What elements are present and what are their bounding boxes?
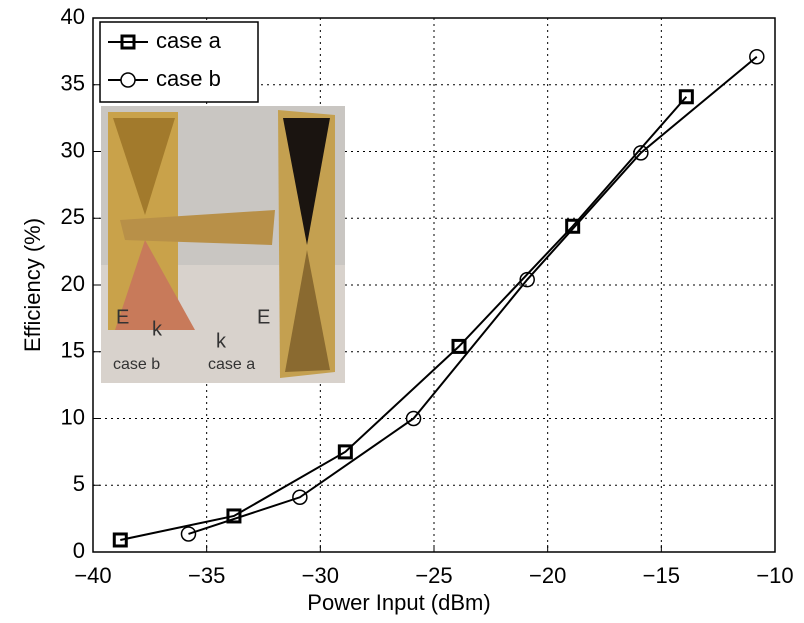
y-tick-label: 40 — [61, 4, 85, 29]
marker — [405, 410, 422, 427]
series-line — [188, 55, 758, 535]
marker — [749, 48, 765, 65]
marker — [226, 508, 242, 524]
y-tick-label: 25 — [61, 204, 85, 229]
y-tick-label: 10 — [61, 404, 85, 429]
marker — [633, 145, 649, 161]
marker — [112, 532, 128, 548]
marker — [451, 338, 467, 354]
plot-frame — [92, 17, 776, 553]
x-tick-label: −15 — [643, 563, 680, 588]
antenna-right-arm — [285, 250, 330, 372]
y-tick-label: 0 — [73, 538, 85, 563]
x-tick-label: −30 — [302, 563, 339, 588]
antenna-left-arm — [113, 118, 175, 215]
x-tick-label: −35 — [188, 563, 225, 588]
inset-label: case b — [113, 356, 160, 373]
marker — [519, 271, 535, 288]
y-axis-label: Efficiency (%) — [20, 218, 45, 352]
y-tick-label: 35 — [61, 71, 85, 96]
legend-label: case b — [156, 66, 221, 91]
y-tick-label: 5 — [73, 471, 85, 496]
marker — [337, 444, 353, 460]
inset-label: case a — [208, 356, 255, 373]
antenna-right — [278, 110, 335, 378]
legend-marker — [120, 72, 136, 88]
x-tick-label: −20 — [529, 563, 566, 588]
antenna-right-arm — [283, 118, 330, 245]
board — [120, 210, 275, 245]
marker — [292, 489, 308, 506]
legend-label: case a — [156, 28, 222, 53]
y-tick-label: 30 — [61, 137, 85, 162]
inset-label: k — [152, 318, 163, 340]
marker — [565, 218, 581, 234]
y-tick-label: 15 — [61, 338, 85, 363]
inset-photo: E k case b k E case a — [101, 106, 345, 383]
inset-label: E — [116, 306, 129, 328]
x-tick-label: −25 — [415, 563, 452, 588]
x-tick-label: −40 — [74, 563, 111, 588]
x-axis-label: Power Input (dBm) — [307, 590, 490, 615]
antenna-left-arm — [115, 240, 195, 330]
inset-label: E — [257, 306, 270, 328]
y-tick-label: 20 — [61, 271, 85, 296]
inset-label: k — [216, 330, 227, 352]
legend-marker — [120, 34, 136, 50]
series-line — [120, 96, 688, 541]
marker — [180, 526, 197, 542]
marker — [678, 89, 694, 105]
x-tick-label: −10 — [756, 563, 793, 588]
